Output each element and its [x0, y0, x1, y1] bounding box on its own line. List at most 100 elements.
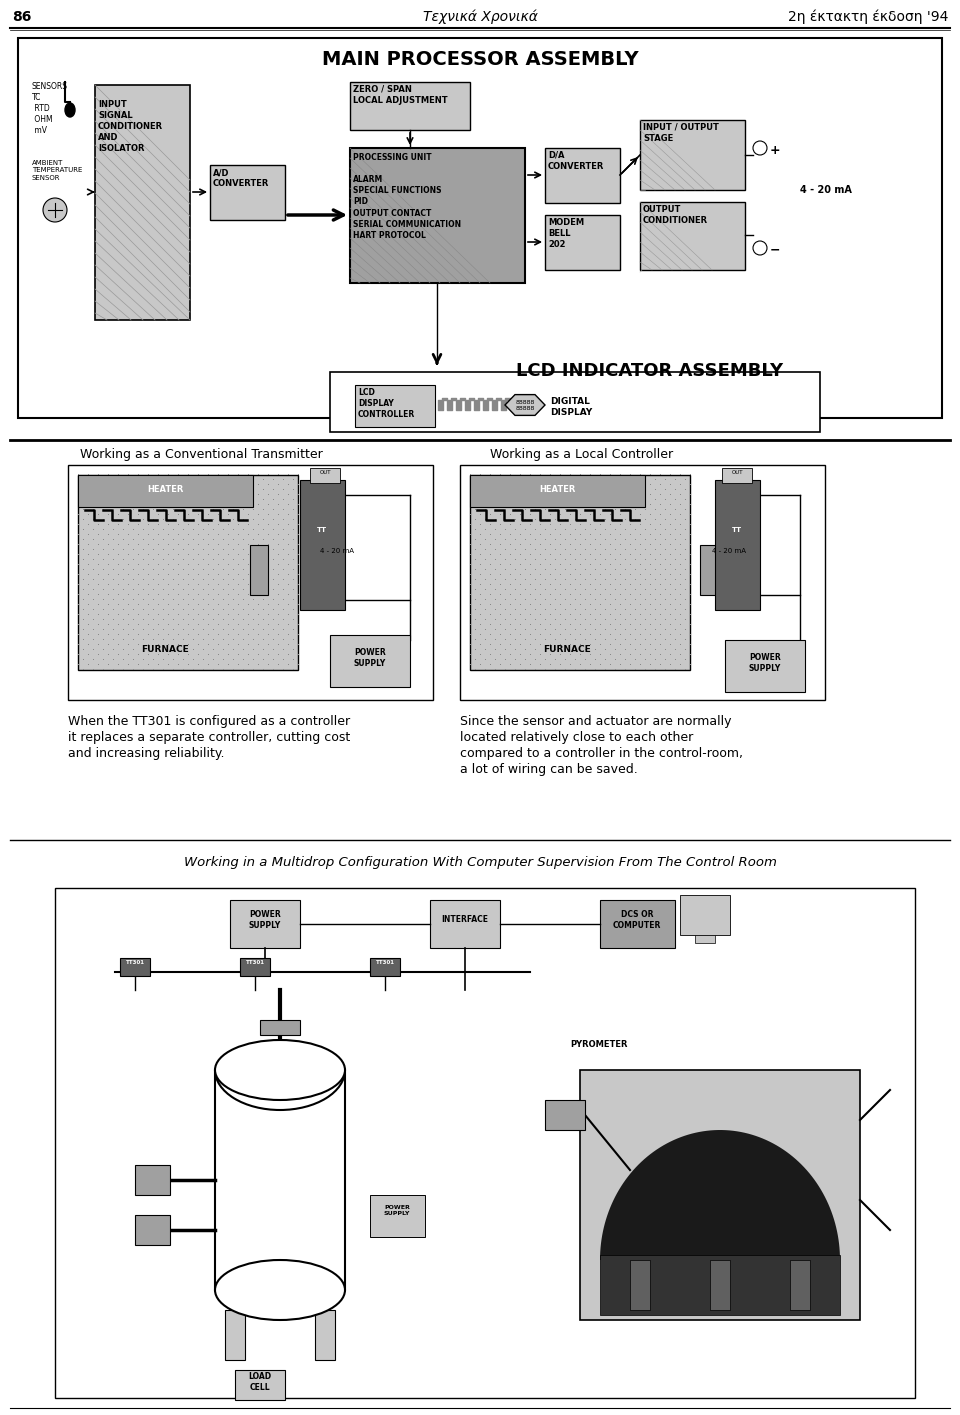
- Text: HEATER: HEATER: [539, 485, 575, 494]
- Ellipse shape: [65, 103, 75, 117]
- Bar: [235, 1370, 285, 1399]
- Bar: [545, 149, 620, 202]
- Bar: [330, 372, 820, 432]
- Text: TT: TT: [317, 526, 327, 533]
- Bar: [260, 1020, 300, 1034]
- Text: DCS OR
COMPUTER: DCS OR COMPUTER: [612, 910, 661, 930]
- Bar: [250, 545, 268, 594]
- Bar: [430, 900, 500, 948]
- Bar: [640, 120, 745, 190]
- Text: 4 - 20 mA: 4 - 20 mA: [712, 548, 746, 555]
- Bar: [78, 475, 298, 669]
- Text: Working as a Local Controller: Working as a Local Controller: [490, 449, 673, 461]
- Text: Since the sensor and actuator are normally: Since the sensor and actuator are normal…: [460, 715, 732, 727]
- Text: a lot of wiring can be saved.: a lot of wiring can be saved.: [460, 763, 637, 775]
- Bar: [630, 1259, 650, 1310]
- Text: TT301: TT301: [246, 959, 265, 965]
- Bar: [545, 1099, 585, 1131]
- Text: FURNACE: FURNACE: [141, 645, 189, 655]
- Text: MAIN PROCESSOR ASSEMBLY: MAIN PROCESSOR ASSEMBLY: [322, 50, 638, 69]
- Bar: [18, 359, 942, 417]
- Text: INPUT
SIGNAL
CONDITIONER
AND
ISOLATOR: INPUT SIGNAL CONDITIONER AND ISOLATOR: [98, 100, 163, 153]
- Text: −: −: [770, 243, 780, 256]
- Text: INPUT / OUTPUT
STAGE: INPUT / OUTPUT STAGE: [643, 123, 719, 143]
- Text: SENSORS
TC
 RTD
 OHM
 mV: SENSORS TC RTD OHM mV: [32, 82, 68, 136]
- Text: A/D
CONVERTER: A/D CONVERTER: [213, 168, 270, 188]
- Text: and increasing reliability.: and increasing reliability.: [68, 747, 225, 760]
- Text: OUTPUT
CONDITIONER: OUTPUT CONDITIONER: [643, 205, 708, 225]
- Text: 4 - 20 mA: 4 - 20 mA: [320, 548, 354, 555]
- Bar: [135, 1215, 170, 1245]
- Text: 88888
88888: 88888 88888: [516, 400, 535, 412]
- Bar: [350, 82, 470, 130]
- Text: TT: TT: [732, 526, 742, 533]
- Bar: [350, 149, 525, 283]
- Text: POWER
SUPPLY: POWER SUPPLY: [249, 910, 281, 930]
- Bar: [300, 480, 345, 610]
- Bar: [355, 385, 435, 427]
- Bar: [210, 166, 285, 219]
- Ellipse shape: [215, 1259, 345, 1320]
- Text: OUT: OUT: [320, 470, 331, 475]
- Bar: [700, 545, 718, 594]
- Bar: [600, 1255, 840, 1315]
- Bar: [68, 466, 433, 700]
- Bar: [120, 958, 150, 976]
- Bar: [78, 475, 253, 507]
- Bar: [370, 958, 400, 976]
- Bar: [680, 896, 730, 935]
- Bar: [135, 1165, 170, 1196]
- Polygon shape: [505, 395, 545, 416]
- Text: DIGITAL
DISPLAY: DIGITAL DISPLAY: [550, 398, 592, 417]
- Text: AMBIENT
TEMPERATURE
SENSOR: AMBIENT TEMPERATURE SENSOR: [32, 160, 83, 181]
- Bar: [225, 1310, 245, 1360]
- Bar: [28, 78, 932, 352]
- Bar: [100, 990, 520, 1370]
- Bar: [240, 958, 270, 976]
- Bar: [18, 38, 942, 417]
- Bar: [315, 1310, 335, 1360]
- Text: Working in a Multidrop Configuration With Computer Supervision From The Control : Working in a Multidrop Configuration Wit…: [183, 856, 777, 869]
- Bar: [470, 475, 645, 507]
- Text: ZERO / SPAN
LOCAL ADJUSTMENT: ZERO / SPAN LOCAL ADJUSTMENT: [353, 85, 447, 105]
- Bar: [600, 900, 675, 948]
- Text: POWER
SUPPLY: POWER SUPPLY: [384, 1206, 410, 1217]
- Text: compared to a controller in the control-room,: compared to a controller in the control-…: [460, 747, 743, 760]
- Bar: [710, 1259, 730, 1310]
- Text: PYROMETER: PYROMETER: [570, 1040, 628, 1049]
- Bar: [310, 468, 340, 483]
- Text: PROCESSING UNIT

ALARM
SPECIAL FUNCTIONS
PID
OUTPUT CONTACT
SERIAL COMMUNICATION: PROCESSING UNIT ALARM SPECIAL FUNCTIONS …: [353, 153, 461, 239]
- Text: 2η έκτακτη έκδοση '94: 2η έκτακτη έκδοση '94: [787, 10, 948, 24]
- Bar: [545, 215, 620, 270]
- Circle shape: [753, 241, 767, 255]
- Text: TT301: TT301: [126, 959, 145, 965]
- Bar: [695, 935, 715, 942]
- Text: HEATER: HEATER: [147, 485, 183, 494]
- Polygon shape: [600, 1131, 840, 1259]
- Bar: [640, 202, 745, 270]
- Bar: [460, 466, 825, 700]
- Bar: [230, 900, 300, 948]
- Text: LOAD
CELL: LOAD CELL: [249, 1373, 272, 1392]
- Bar: [370, 1196, 425, 1237]
- Bar: [215, 1070, 345, 1290]
- Bar: [330, 635, 410, 688]
- Text: POWER
SUPPLY: POWER SUPPLY: [354, 648, 386, 668]
- Text: POWER
SUPPLY: POWER SUPPLY: [749, 652, 781, 674]
- Bar: [580, 1070, 860, 1320]
- Text: TT301: TT301: [375, 959, 395, 965]
- Bar: [790, 1259, 810, 1310]
- Bar: [55, 889, 915, 1398]
- Text: LCD
DISPLAY
CONTROLLER: LCD DISPLAY CONTROLLER: [358, 388, 416, 419]
- Bar: [715, 480, 760, 610]
- Text: D/A
CONVERTER: D/A CONVERTER: [548, 151, 605, 171]
- Text: Working as a Conventional Transmitter: Working as a Conventional Transmitter: [80, 449, 323, 461]
- Bar: [725, 640, 805, 692]
- Text: INTERFACE: INTERFACE: [442, 916, 489, 924]
- Text: LCD INDICATOR ASSEMBLY: LCD INDICATOR ASSEMBLY: [516, 362, 783, 381]
- Ellipse shape: [215, 1040, 345, 1099]
- Text: When the TT301 is configured as a controller: When the TT301 is configured as a contro…: [68, 715, 350, 727]
- Text: 86: 86: [12, 10, 32, 24]
- Text: 4 - 20 mA: 4 - 20 mA: [800, 185, 852, 195]
- Text: MODEM
BELL
202: MODEM BELL 202: [548, 218, 584, 249]
